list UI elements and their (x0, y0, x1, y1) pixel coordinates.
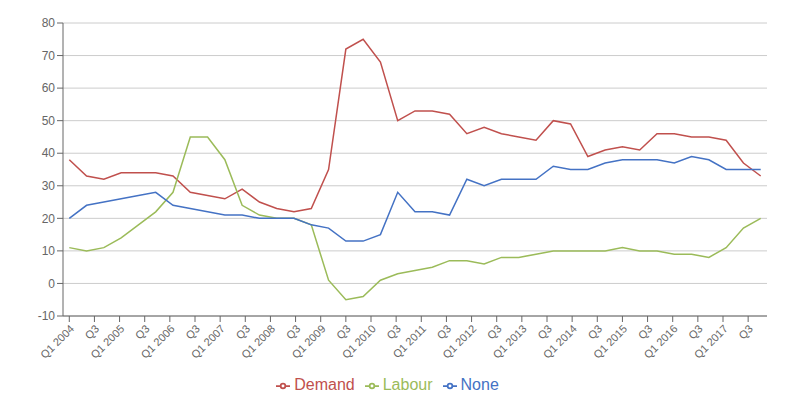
svg-text:70: 70 (42, 49, 56, 63)
svg-text:Q3: Q3 (485, 322, 504, 341)
svg-text:Q3: Q3 (334, 322, 353, 341)
svg-text:10: 10 (42, 244, 56, 258)
svg-text:Q1 2006: Q1 2006 (138, 322, 176, 360)
svg-text:Q3: Q3 (636, 322, 655, 341)
svg-text:Q1 2007: Q1 2007 (189, 322, 227, 360)
svg-text:Q1 2010: Q1 2010 (340, 322, 378, 360)
svg-text:Q1 2005: Q1 2005 (88, 322, 126, 360)
svg-text:Q1 2008: Q1 2008 (239, 322, 277, 360)
svg-text:Q1 2013: Q1 2013 (490, 322, 528, 360)
svg-text:0: 0 (48, 277, 55, 291)
svg-text:50: 50 (42, 114, 56, 128)
svg-text:Q3: Q3 (585, 322, 604, 341)
svg-text:Q3: Q3 (736, 322, 755, 341)
svg-text:Q3: Q3 (183, 322, 202, 341)
svg-text:30: 30 (42, 179, 56, 193)
svg-text:80: 80 (42, 16, 56, 30)
svg-text:20: 20 (42, 212, 56, 226)
svg-text:Q3: Q3 (133, 322, 152, 341)
svg-text:-10: -10 (38, 309, 56, 323)
svg-text:Q3: Q3 (434, 322, 453, 341)
svg-text:Q1 2017: Q1 2017 (692, 322, 730, 360)
html-text:Demand: Demand (294, 376, 355, 393)
svg-text:Q3: Q3 (535, 322, 554, 341)
svg-text:Q3: Q3 (233, 322, 252, 341)
html-text:Labour: Labour (382, 376, 433, 393)
svg-text:Q1 2011: Q1 2011 (390, 322, 428, 360)
svg-text:Q3: Q3 (384, 322, 403, 341)
svg-text:Q1 2016: Q1 2016 (641, 322, 679, 360)
svg-text:Q1 2009: Q1 2009 (289, 322, 327, 360)
svg-text:40: 40 (42, 146, 56, 160)
svg-text:Q3: Q3 (686, 322, 705, 341)
svg-text:Q1 2012: Q1 2012 (440, 322, 478, 360)
svg-text:Q1 2015: Q1 2015 (591, 322, 629, 360)
svg-text:60: 60 (42, 81, 56, 95)
svg-text:Q1 2014: Q1 2014 (541, 322, 579, 360)
svg-text:Q1 2004: Q1 2004 (38, 322, 76, 360)
svg-text:Q3: Q3 (82, 322, 101, 341)
html-text:None: None (460, 376, 499, 393)
svg-text:Q3: Q3 (284, 322, 303, 341)
